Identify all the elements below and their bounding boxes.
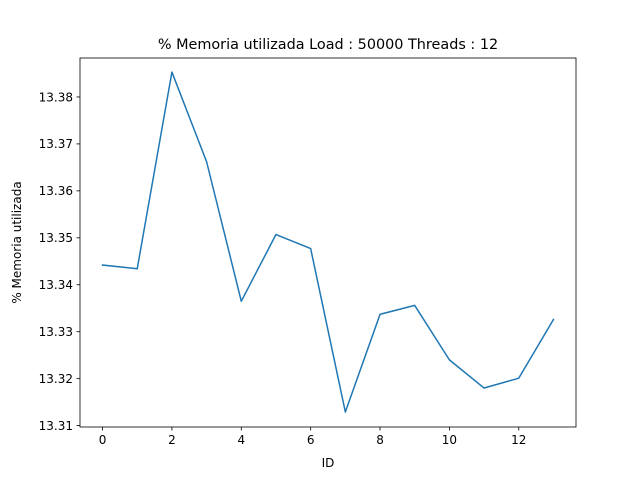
- x-tick-label: 12: [511, 433, 526, 447]
- x-axis-label: ID: [322, 456, 335, 470]
- y-tick-label: 13.31: [39, 419, 73, 433]
- data-point: [483, 387, 485, 389]
- data-point: [240, 300, 242, 302]
- data-point: [448, 359, 450, 361]
- data-point: [136, 268, 138, 270]
- y-tick-label: 13.37: [39, 137, 73, 151]
- y-tick-label: 13.33: [39, 325, 73, 339]
- data-point: [552, 318, 555, 321]
- series-layer: [101, 71, 555, 413]
- data-point: [171, 71, 173, 73]
- y-tick-label: 13.34: [39, 278, 73, 292]
- chart-title: % Memoria utilizada Load : 50000 Threads…: [158, 37, 498, 53]
- data-point: [518, 377, 520, 379]
- y-axis-ticks: 13.31 13.32 13.33 13.34 13.35 13.36 13.37 13.38: [39, 90, 80, 433]
- x-tick-label: 10: [442, 433, 457, 447]
- y-tick-label: 13.32: [39, 372, 73, 386]
- y-tick-label: 13.35: [39, 231, 73, 245]
- x-tick-label: 4: [237, 433, 245, 447]
- y-tick-label: 13.38: [39, 90, 73, 104]
- y-axis-label: % Memoria utilizada: [10, 181, 24, 303]
- series-line: [101, 71, 555, 413]
- x-tick-label: 6: [307, 433, 315, 447]
- data-point: [379, 313, 381, 315]
- data-point: [206, 161, 208, 163]
- data-point: [275, 233, 277, 236]
- x-tick-label: 0: [99, 433, 107, 447]
- x-axis-ticks: 0 2 4 6 8 10 12: [99, 427, 526, 447]
- data-point: [101, 264, 104, 266]
- data-point: [344, 411, 346, 413]
- data-point: [310, 248, 312, 250]
- x-tick-label: 2: [168, 433, 176, 447]
- x-tick-label: 8: [376, 433, 384, 447]
- plot-area-frame: [79, 57, 577, 428]
- data-point: [414, 304, 416, 307]
- y-tick-label: 13.36: [39, 184, 73, 198]
